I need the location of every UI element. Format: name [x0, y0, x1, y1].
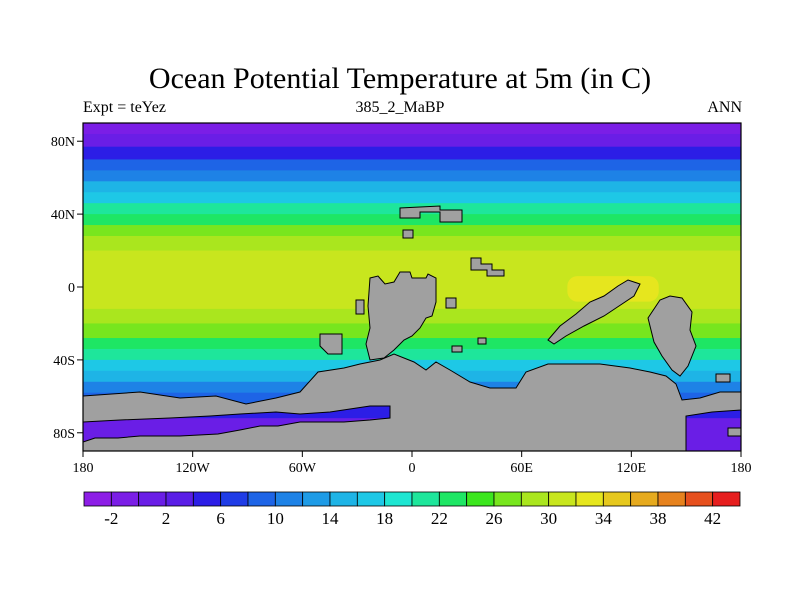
x-tick-label: 120E [617, 461, 647, 476]
colorbar-label: 18 [376, 509, 393, 528]
colorbar-swatch [220, 491, 249, 507]
temperature-band [83, 181, 741, 193]
colorbar-label: 10 [267, 509, 284, 528]
land-arabia [470, 257, 505, 277]
temperature-band [83, 192, 741, 204]
colorbar-label: 14 [322, 509, 340, 528]
colorbar-swatch [712, 491, 741, 507]
temperature-band [83, 338, 741, 350]
colorbar-swatch [83, 491, 112, 507]
x-tick-label: 0 [409, 461, 416, 476]
x-tick-label: 60W [289, 461, 317, 476]
temperature-band [83, 170, 741, 182]
colorbar-swatch [138, 491, 167, 507]
colorbar-swatch [575, 491, 604, 507]
longitude-axis: 180 120W 60W 0 60E 120E 180 [73, 451, 752, 476]
y-tick-label: 80S [53, 427, 75, 442]
colorbar-label: 6 [216, 509, 225, 528]
colorbar-label: -2 [104, 509, 118, 528]
land-east-pacific-island [727, 427, 741, 437]
colorbar-swatch [466, 491, 495, 507]
land-mask [83, 205, 741, 451]
colorbar-swatch [247, 491, 276, 507]
colorbar-swatch [274, 491, 304, 507]
land-small-island-2 [451, 345, 463, 353]
colorbar-swatch [493, 491, 522, 507]
temperature-band [83, 159, 741, 171]
land-south-atlantic-island [319, 333, 343, 355]
colorbar-swatch [630, 491, 659, 507]
colorbar: -2 2 6 10 14 18 22 26 30 34 38 42 [83, 491, 741, 528]
colorbar-swatch [548, 491, 577, 507]
land-africa [365, 271, 437, 361]
land-madagascar [445, 297, 457, 309]
land-antarctica [83, 353, 741, 451]
colorbar-label: 34 [595, 509, 613, 528]
land-north-eurasia [399, 205, 463, 223]
land-small-island-3 [477, 337, 487, 345]
latitude-axis: 80N 40N 0 40S 80S [51, 135, 83, 442]
colorbar-swatch [657, 491, 686, 507]
x-tick-label: 180 [731, 461, 752, 476]
colorbar-swatch [356, 491, 386, 507]
y-tick-label: 40S [53, 354, 75, 369]
season-label: ANN [707, 99, 742, 116]
colorbar-swatch [520, 491, 550, 507]
land-asia-peninsula [547, 279, 641, 345]
colorbar-swatch [165, 491, 194, 507]
temperature-band [83, 348, 741, 361]
period-label: 385_2_MaBP [355, 99, 445, 116]
land-west-africa-tip [355, 299, 365, 315]
y-tick-label: 40N [51, 208, 75, 223]
y-tick-label: 0 [68, 281, 75, 296]
colorbar-label: 26 [486, 509, 503, 528]
temperature-band [83, 133, 741, 148]
x-tick-label: 60E [510, 461, 533, 476]
temperature-band [83, 235, 741, 252]
land-south-pacific-island [715, 373, 731, 383]
temperature-band [83, 123, 741, 135]
x-tick-label: 120W [176, 461, 211, 476]
land-australia [647, 295, 697, 377]
colorbar-label: 22 [431, 509, 448, 528]
chart-title: Ocean Potential Temperature at 5m (in C) [148, 62, 652, 95]
colorbar-swatch [302, 491, 331, 507]
land-small-island [402, 229, 414, 239]
x-tick-label: 180 [73, 461, 94, 476]
colorbar-swatch [329, 491, 358, 507]
colorbar-swatch [411, 491, 440, 507]
y-tick-label: 80N [51, 135, 75, 150]
colorbar-swatch [384, 491, 413, 507]
temperature-band [83, 214, 741, 226]
colorbar-label: 42 [704, 509, 721, 528]
colorbar-swatch [684, 491, 714, 507]
temperature-band [83, 146, 741, 160]
colorbar-swatch [110, 491, 140, 507]
colorbar-label: 2 [162, 509, 171, 528]
colorbar-swatch [602, 491, 632, 507]
experiment-label: Expt = teYez [83, 99, 166, 116]
colorbar-label: 38 [650, 509, 667, 528]
colorbar-label: 30 [540, 509, 557, 528]
colorbar-swatch [438, 491, 468, 507]
colorbar-swatch [192, 491, 222, 507]
